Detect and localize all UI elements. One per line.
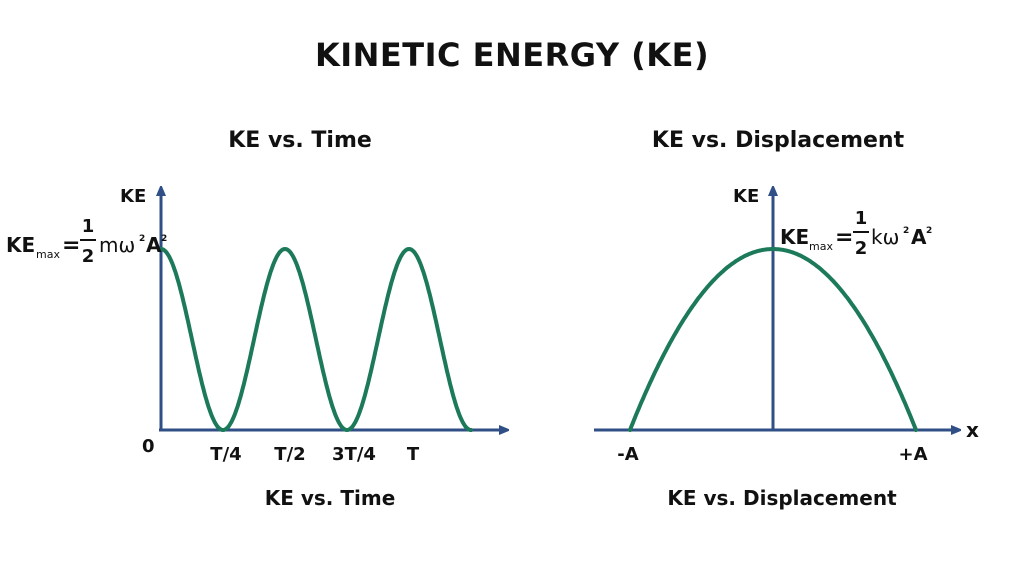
- svg-text:A: A: [911, 225, 927, 249]
- tick-label-minus-a: -A: [617, 444, 638, 465]
- left-kemax-label: KE max = 1 2 mω 2 A 2: [6, 216, 167, 267]
- left-origin-label: 0: [142, 436, 155, 457]
- svg-text:KE: KE: [6, 233, 35, 257]
- right-chart-caption: KE vs. Displacement: [667, 486, 897, 510]
- right-y-axis-label: KE: [733, 186, 759, 207]
- right-ke-displacement-curve: [628, 247, 918, 432]
- svg-text:2: 2: [903, 226, 909, 236]
- svg-text:1: 1: [82, 216, 95, 237]
- svg-text:mω: mω: [99, 233, 135, 257]
- svg-text:max: max: [36, 248, 60, 261]
- svg-text:max: max: [809, 240, 833, 253]
- tick-label-plus-a: +A: [898, 444, 927, 465]
- svg-text:2: 2: [82, 246, 95, 267]
- tick-label-t-three-quarter: 3T/4: [332, 444, 376, 465]
- svg-text:2: 2: [161, 234, 167, 244]
- left-chart-subtitle: KE vs. Time: [228, 128, 372, 153]
- left-chart-caption: KE vs. Time: [264, 486, 396, 510]
- right-kemax-label: KE max = 1 2 kω 2 A 2: [780, 208, 932, 259]
- tick-label-t-quarter: T/4: [210, 444, 241, 465]
- page-title: KINETIC ENERGY (KE): [314, 36, 710, 74]
- right-chart-subtitle: KE vs. Displacement: [651, 128, 905, 153]
- right-chart: KE x -A +A KE max = 1 2 kω 2 A 2: [594, 186, 979, 465]
- svg-text:=: =: [62, 233, 80, 258]
- svg-text:2: 2: [855, 238, 868, 259]
- left-y-axis-label: KE: [120, 186, 146, 207]
- svg-text:A: A: [146, 233, 162, 257]
- left-ke-time-curve: [159, 246, 473, 433]
- svg-text:2: 2: [926, 226, 932, 236]
- svg-text:2: 2: [139, 234, 145, 244]
- svg-text:1: 1: [855, 208, 868, 229]
- svg-text:=: =: [835, 225, 853, 250]
- right-x-axis-label: x: [966, 418, 979, 442]
- tick-label-t-half: T/2: [274, 444, 305, 465]
- left-chart: KE 0 T/4 T/2 3T/4 T KE max = 1 2 mω 2 A …: [6, 186, 505, 465]
- svg-text:KE: KE: [780, 225, 809, 249]
- svg-text:kω: kω: [871, 225, 899, 249]
- tick-label-t-full: T: [407, 444, 420, 465]
